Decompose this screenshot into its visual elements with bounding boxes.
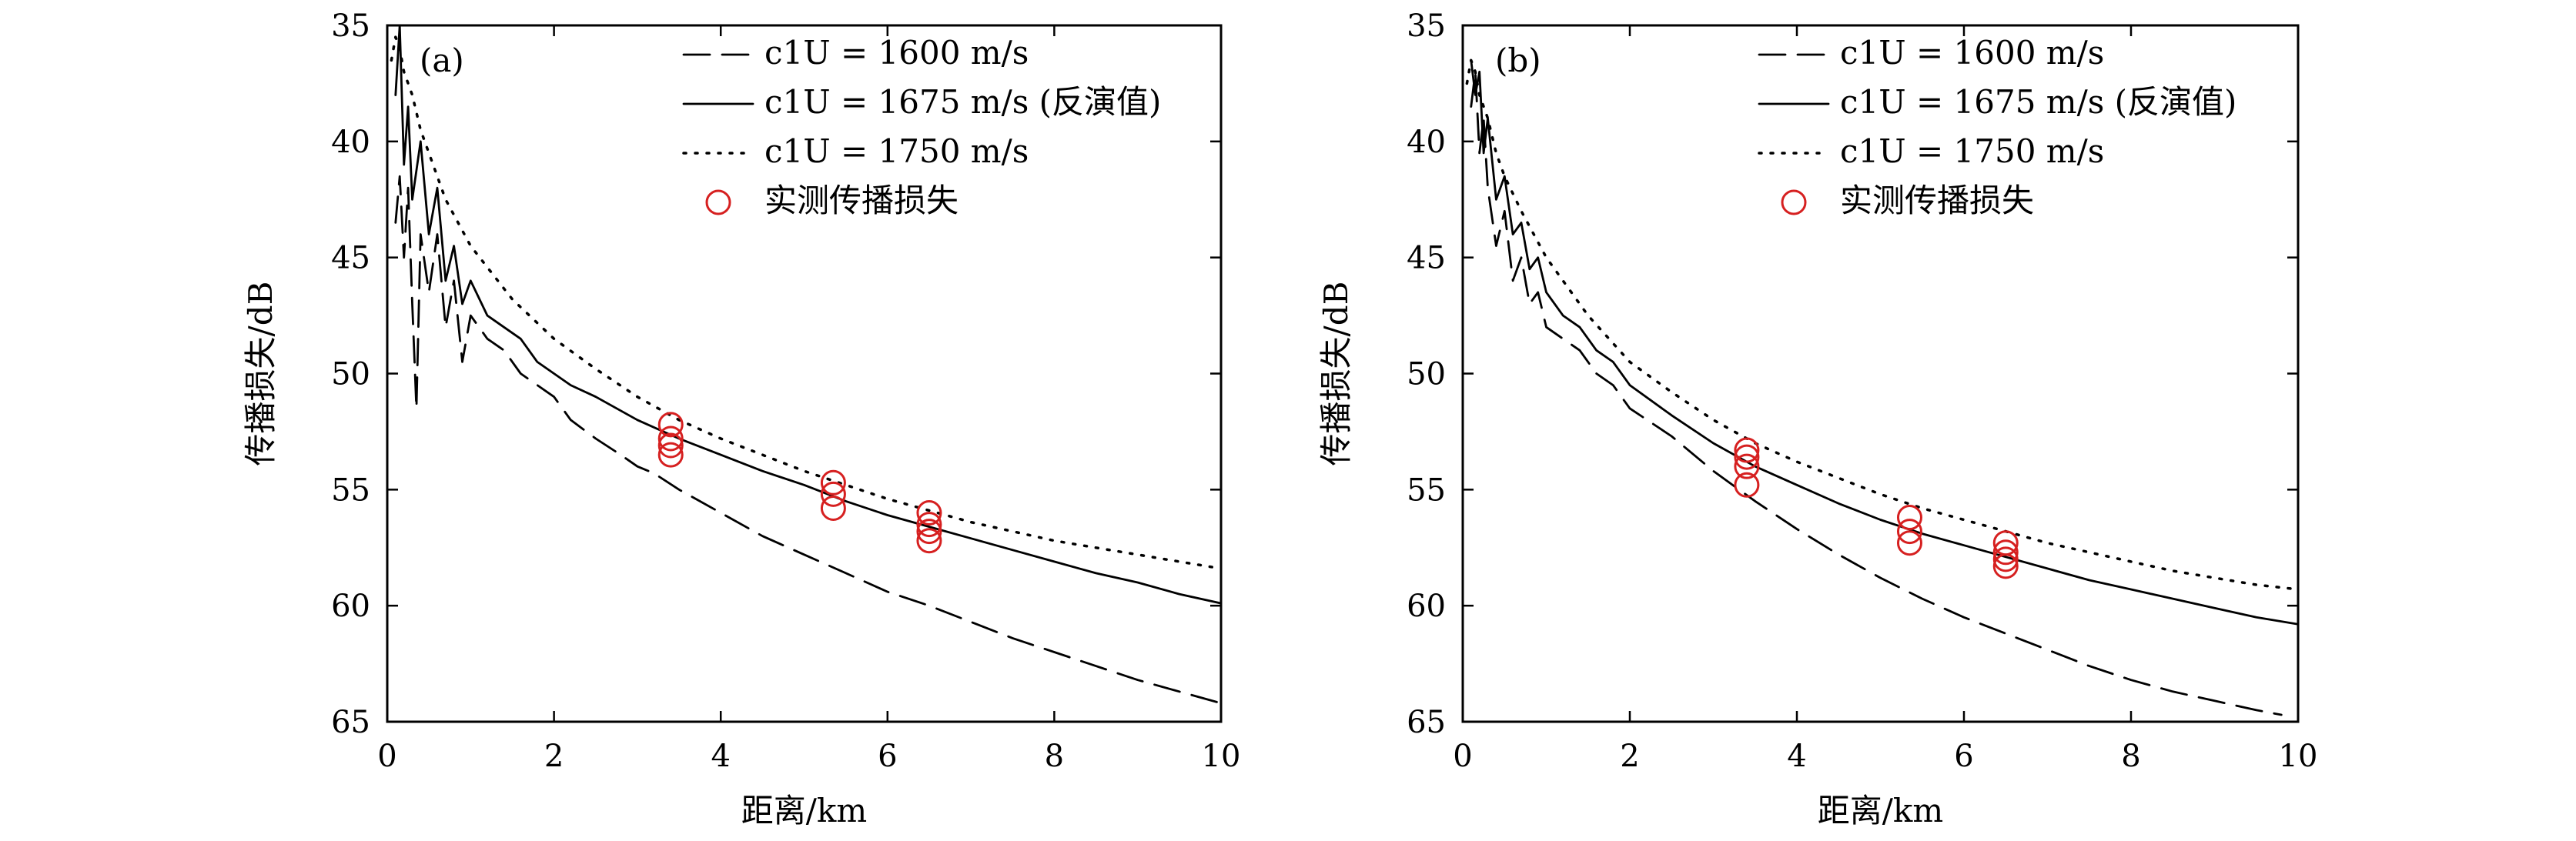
series-2-line xyxy=(394,25,1221,605)
measured-point xyxy=(657,442,684,468)
y-tick-label: 40 xyxy=(1407,125,1446,160)
legend-label: c1U = 1750 m/s xyxy=(1840,132,2104,170)
x-tick-label: 4 xyxy=(711,739,730,774)
panel-label: (b) xyxy=(1495,42,1541,79)
y-tick-label: 45 xyxy=(331,241,370,276)
x-tick-label: 2 xyxy=(1620,739,1639,774)
y-tick-label: 35 xyxy=(1407,8,1446,44)
x-tick-label: 10 xyxy=(2279,739,2318,774)
measured-point xyxy=(916,528,942,554)
y-tick-label: 45 xyxy=(1407,241,1446,276)
x-tick-label: 4 xyxy=(1787,739,1806,774)
measured-point xyxy=(1734,472,1760,498)
measured-point xyxy=(820,469,846,496)
measured-point xyxy=(1734,453,1760,479)
x-tick-label: 8 xyxy=(2121,739,2140,774)
y-tick-label: 65 xyxy=(331,705,370,740)
legend-label: c1U = 1675 m/s (反演值) xyxy=(764,83,1161,121)
x-tick-label: 2 xyxy=(544,739,564,774)
measured-point xyxy=(916,512,942,538)
measured-point xyxy=(657,432,684,459)
measured-point xyxy=(1992,539,2019,566)
y-axis-label: 传播损失/dB xyxy=(1317,282,1355,466)
legend-label: 实测传播损失 xyxy=(1840,182,2034,219)
y-tick-label: 55 xyxy=(1407,472,1446,508)
legend-label: 实测传播损失 xyxy=(764,182,958,219)
measured-point xyxy=(1734,437,1760,463)
measured-point xyxy=(657,412,684,438)
legend-marker-circle xyxy=(1781,189,1807,215)
y-tick-label: 50 xyxy=(331,357,370,392)
measured-point xyxy=(1992,553,2019,579)
measured-point xyxy=(916,519,942,545)
x-tick-label: 0 xyxy=(1453,739,1472,774)
y-tick-label: 60 xyxy=(1407,589,1446,624)
chart-panel-2: 0 2 4 6 8 10 35 40 45 50 55 60 65 距离/km 传播损失/dB (b) c1U … xyxy=(1317,8,2317,829)
legend-label: c1U = 1600 m/s xyxy=(764,34,1029,72)
measured-point xyxy=(1992,546,2019,572)
x-axis-label: 距离/km xyxy=(741,792,867,829)
legend-label: c1U = 1750 m/s xyxy=(764,132,1029,170)
series-1-line xyxy=(1470,70,2283,716)
measured-point xyxy=(820,495,846,521)
legend: c1U = 1600 m/s c1U = 1675 m/s (反演值) c1U = … xyxy=(682,34,1161,219)
measured-point xyxy=(1734,444,1760,470)
panel-label: (a) xyxy=(420,42,464,79)
series-3-line xyxy=(390,35,1221,570)
legend-label: c1U = 1600 m/s xyxy=(1840,34,2104,72)
legend-label: c1U = 1675 m/s (反演值) xyxy=(1840,83,2236,121)
legend-marker-circle xyxy=(705,189,731,215)
plot-area xyxy=(390,25,1221,705)
chart-panel-1: 0 2 4 6 8 10 35 40 45 50 55 60 65 距离/km 传播损失/dB (a) c1U … xyxy=(242,8,1240,829)
y-tick-label: 60 xyxy=(331,589,370,624)
measured-point xyxy=(1896,505,1922,531)
plot-area xyxy=(1465,58,2298,716)
y-tick-label: 40 xyxy=(331,125,370,160)
y-axis-label: 传播损失/dB xyxy=(242,282,279,466)
y-tick-label: 50 xyxy=(1407,357,1446,392)
x-axis-label: 距离/km xyxy=(1818,792,1943,829)
y-tick-label: 55 xyxy=(331,472,370,508)
plot-frame xyxy=(386,24,1223,723)
x-tick-label: 8 xyxy=(1045,739,1064,774)
legend: c1U = 1600 m/s c1U = 1675 m/s (反演值) c1U = … xyxy=(1758,34,2236,219)
x-tick-label: 6 xyxy=(878,739,897,774)
measured-point xyxy=(820,481,846,507)
x-tick-label: 6 xyxy=(1954,739,1973,774)
x-tick-label: 10 xyxy=(1202,739,1241,774)
measured-point xyxy=(657,426,684,452)
plot-frame xyxy=(1461,24,2300,723)
y-tick-label: 65 xyxy=(1407,705,1446,740)
series-1-line xyxy=(394,175,1221,705)
series-2-line xyxy=(1470,58,2298,626)
x-tick-label: 0 xyxy=(377,739,396,774)
measured-point xyxy=(1896,519,1922,545)
y-tick-label: 35 xyxy=(331,8,370,44)
measured-point xyxy=(1896,530,1922,556)
measured-point xyxy=(916,500,942,526)
